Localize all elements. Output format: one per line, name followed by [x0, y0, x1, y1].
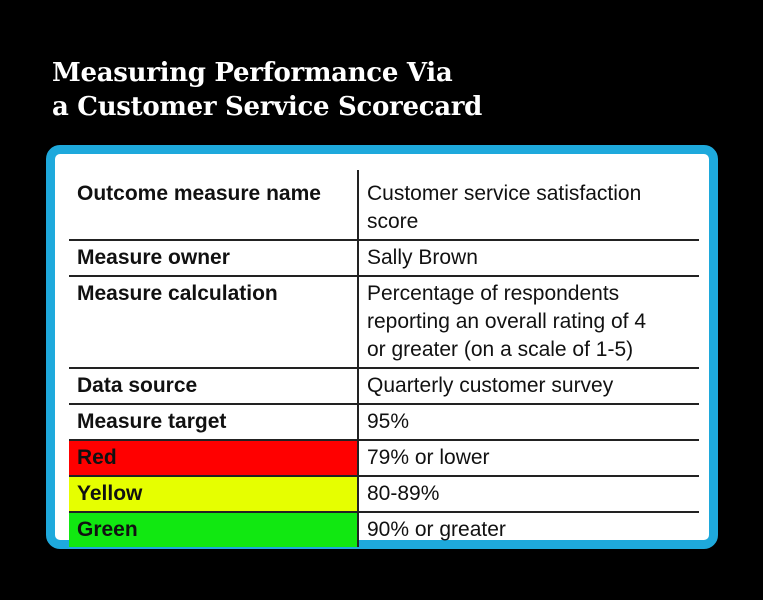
table-row-green: Green 90% or greater: [69, 512, 699, 547]
row-value-line: Percentage of respondents: [367, 282, 620, 305]
row-value: 95%: [357, 404, 699, 441]
table-row: Outcome measure name Customer service sa…: [69, 170, 699, 241]
title-line-2: a Customer Service Scorecard: [52, 92, 483, 122]
row-value: 80-89%: [357, 476, 699, 513]
table-row: Measure owner Sally Brown: [69, 240, 699, 277]
row-label: Measure owner: [69, 240, 358, 277]
row-label: Outcome measure name: [69, 170, 358, 241]
row-value: Percentage of respondents reporting an o…: [357, 276, 699, 369]
row-label: Measure target: [69, 404, 358, 441]
title-line-1: Measuring Performance Via: [52, 58, 453, 88]
row-value: 79% or lower: [357, 440, 699, 477]
table-row: Data source Quarterly customer survey: [69, 368, 699, 405]
status-label-green: Green: [69, 512, 358, 547]
table-row-red: Red 79% or lower: [69, 440, 699, 477]
row-value: 90% or greater: [357, 512, 699, 547]
scorecard-card: Outcome measure name Customer service sa…: [46, 145, 718, 549]
row-value: Sally Brown: [357, 240, 699, 277]
row-value: Quarterly customer survey: [357, 368, 699, 405]
row-value: Customer service satisfaction score: [357, 170, 699, 241]
row-value-line: score: [367, 210, 419, 233]
table-row: Measure target 95%: [69, 404, 699, 441]
table-row: Measure calculation Percentage of respon…: [69, 276, 699, 369]
status-label-yellow: Yellow: [69, 476, 358, 513]
row-label: Measure calculation: [69, 276, 358, 369]
row-value-line: reporting an overall rating of 4: [367, 310, 646, 333]
table-row-yellow: Yellow 80-89%: [69, 476, 699, 513]
row-label: Data source: [69, 368, 358, 405]
row-value-line: Customer service satisfaction: [367, 182, 642, 205]
page-title: Measuring Performance Via a Customer Ser…: [52, 56, 482, 124]
row-value-line: or greater (on a scale of 1-5): [367, 338, 634, 361]
scorecard-table: Outcome measure name Customer service sa…: [69, 170, 699, 547]
status-label-red: Red: [69, 440, 358, 477]
